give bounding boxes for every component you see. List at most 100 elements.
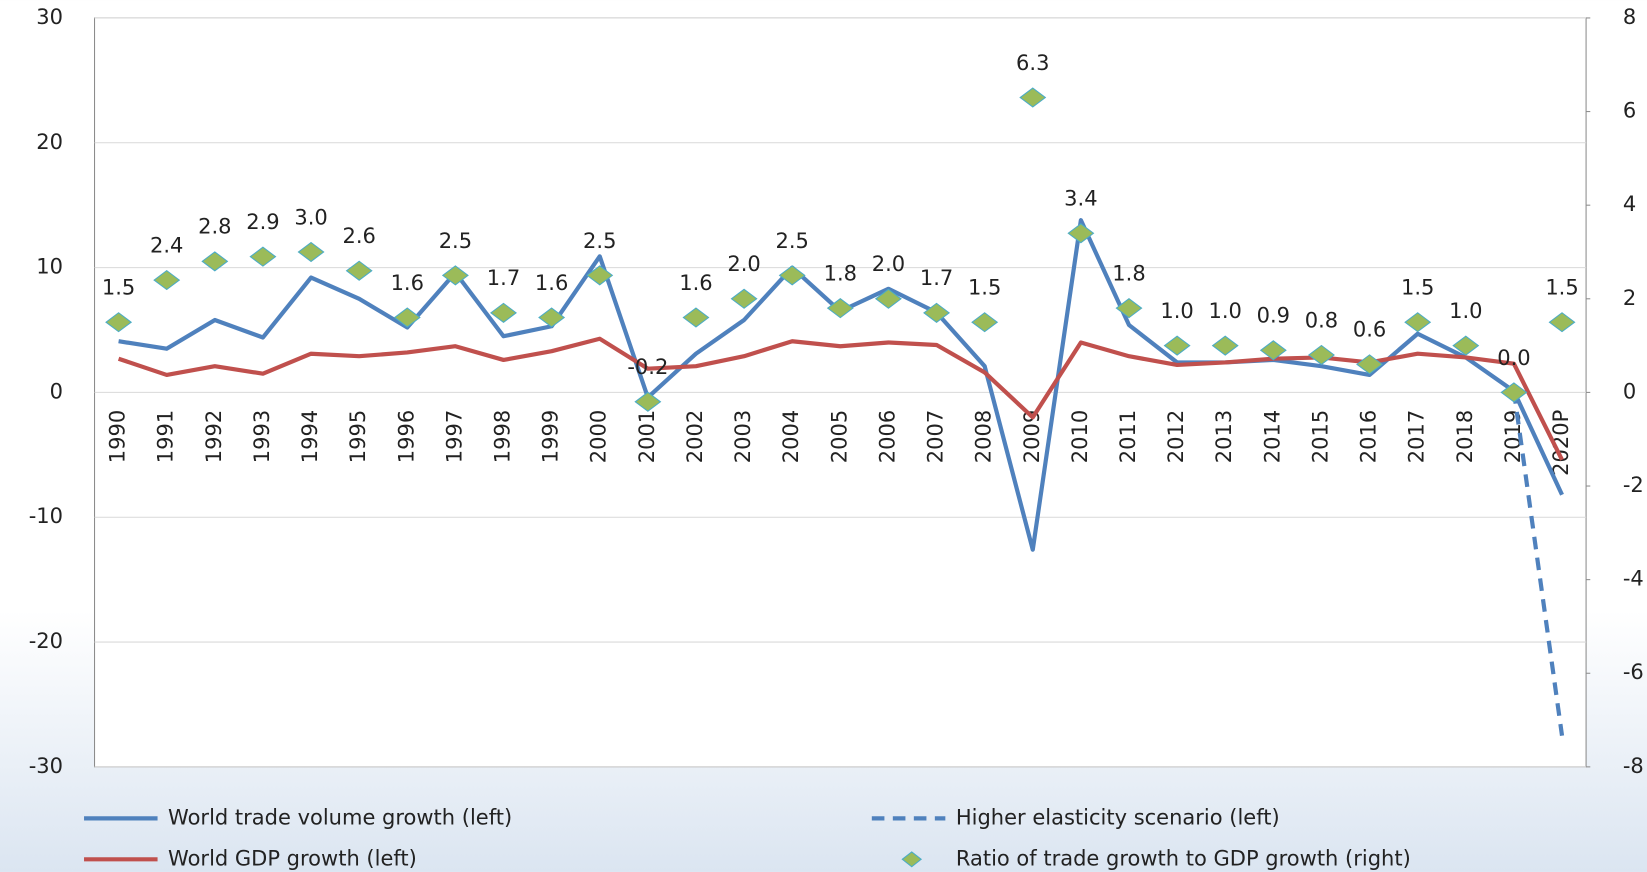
data-label: 0.9	[1257, 304, 1290, 328]
data-label: 1.5	[1401, 276, 1434, 300]
ratio-marker	[201, 251, 229, 272]
x-tick-label: 2016	[1357, 410, 1381, 463]
data-label: 2.8	[198, 215, 231, 239]
data-label: 1.0	[1160, 299, 1193, 323]
ratio-marker	[586, 265, 614, 286]
x-tick-label: 2018	[1453, 410, 1477, 463]
ratio-marker	[1163, 335, 1191, 356]
x-tick-label: 1994	[298, 410, 322, 463]
x-tick-label: 2012	[1164, 410, 1188, 463]
data-label: 1.5	[968, 276, 1001, 300]
data-label: 1.7	[920, 266, 953, 290]
ratio-marker	[1067, 223, 1095, 244]
data-label: 0.6	[1353, 318, 1386, 342]
ratio-marker	[1356, 354, 1384, 375]
x-tick-label: 2010	[1068, 410, 1092, 463]
data-label: 1.6	[535, 271, 568, 295]
ratio-marker	[441, 265, 469, 286]
ratio-marker	[538, 307, 566, 328]
data-label: 2.6	[342, 224, 375, 248]
ratio-marker	[345, 260, 373, 281]
ratio-marker	[971, 312, 999, 333]
x-tick-label: 2008	[972, 410, 996, 463]
x-tick-label: 2000	[587, 410, 611, 463]
x-tick-label: 1997	[442, 410, 466, 463]
x-tick-label: 1991	[154, 410, 178, 463]
ratio-marker	[490, 302, 517, 323]
y2-tick-label: -8	[1623, 754, 1644, 778]
ratio-marker	[153, 269, 181, 291]
ratio-marker	[1452, 335, 1480, 356]
ratio-marker	[393, 307, 421, 328]
x-tick-label: 1990	[106, 410, 130, 463]
x-tick-label: 2017	[1405, 410, 1429, 463]
y2-tick-label: 8	[1623, 5, 1636, 29]
data-label: 3.4	[1064, 187, 1097, 211]
legend-label: World trade volume growth (left)	[168, 805, 512, 829]
data-label: 2.5	[439, 229, 472, 253]
x-tick-label: 1993	[250, 410, 274, 463]
legend-label: World GDP growth (left)	[168, 846, 417, 870]
x-tick-label: 2001	[635, 410, 659, 463]
data-label: 1.5	[102, 276, 135, 300]
data-label: 2.0	[872, 252, 905, 276]
ratio-marker	[1500, 382, 1528, 403]
ratio-marker	[1211, 335, 1239, 356]
x-tick-label: 2006	[875, 410, 899, 463]
data-label: -0.2	[627, 355, 668, 379]
y2-tick-label: 4	[1623, 192, 1636, 216]
data-label: 1.0	[1449, 299, 1482, 323]
x-tick-label: 1995	[346, 410, 370, 463]
y-tick-label: -30	[29, 754, 63, 778]
y-tick-label: 10	[36, 255, 63, 279]
data-label: 1.6	[391, 271, 424, 295]
ratio-marker	[1404, 312, 1432, 333]
data-label: 1.5	[1545, 276, 1578, 300]
ratio-marker	[923, 302, 951, 323]
y-tick-label: 20	[36, 130, 63, 154]
data-label: 0.0	[1497, 346, 1530, 370]
data-label: 3.0	[294, 205, 327, 229]
x-tick-label: 1999	[539, 410, 563, 463]
data-label: 1.7	[487, 266, 520, 290]
series-line	[1511, 390, 1565, 736]
y2-tick-label: -4	[1623, 567, 1644, 591]
x-tick-label: 2003	[731, 410, 755, 463]
y2-tick-label: 0	[1623, 379, 1636, 403]
data-label: 0.8	[1305, 308, 1338, 332]
legend-marker	[901, 851, 923, 868]
data-label: 2.5	[775, 229, 808, 253]
y-tick-label: 0	[50, 379, 63, 403]
y-tick-label: -20	[29, 629, 63, 653]
ratio-marker	[1019, 87, 1047, 108]
x-tick-label: 2013	[1212, 410, 1236, 463]
ratio-marker	[1259, 340, 1287, 361]
ratio-marker	[297, 241, 325, 263]
y2-tick-label: 6	[1623, 99, 1636, 123]
ratio-marker	[682, 307, 710, 328]
y-tick-label: -10	[29, 504, 63, 528]
ratio-marker	[730, 288, 758, 309]
ratio-marker	[874, 288, 902, 309]
x-tick-label: 2005	[827, 410, 851, 463]
y2-tick-label: 2	[1623, 286, 1636, 310]
data-label: 1.8	[1112, 262, 1145, 286]
legend-label: Ratio of trade growth to GDP growth (rig…	[956, 846, 1411, 870]
ratio-marker	[105, 312, 133, 333]
data-label: 2.9	[246, 210, 279, 234]
data-label: 2.5	[583, 229, 616, 253]
x-tick-label: 2015	[1308, 410, 1332, 463]
x-tick-label: 2011	[1116, 410, 1140, 463]
ratio-marker	[1548, 312, 1576, 333]
ratio-marker	[249, 246, 277, 267]
y-tick-label: 30	[36, 5, 63, 29]
y2-tick-label: -2	[1623, 473, 1644, 497]
x-tick-label: 2002	[683, 410, 707, 463]
ratio-marker	[634, 391, 662, 412]
data-label: 1.0	[1209, 299, 1242, 323]
x-tick-label: 2014	[1260, 410, 1284, 463]
data-label: 1.8	[824, 262, 857, 286]
ratio-marker	[778, 265, 806, 286]
